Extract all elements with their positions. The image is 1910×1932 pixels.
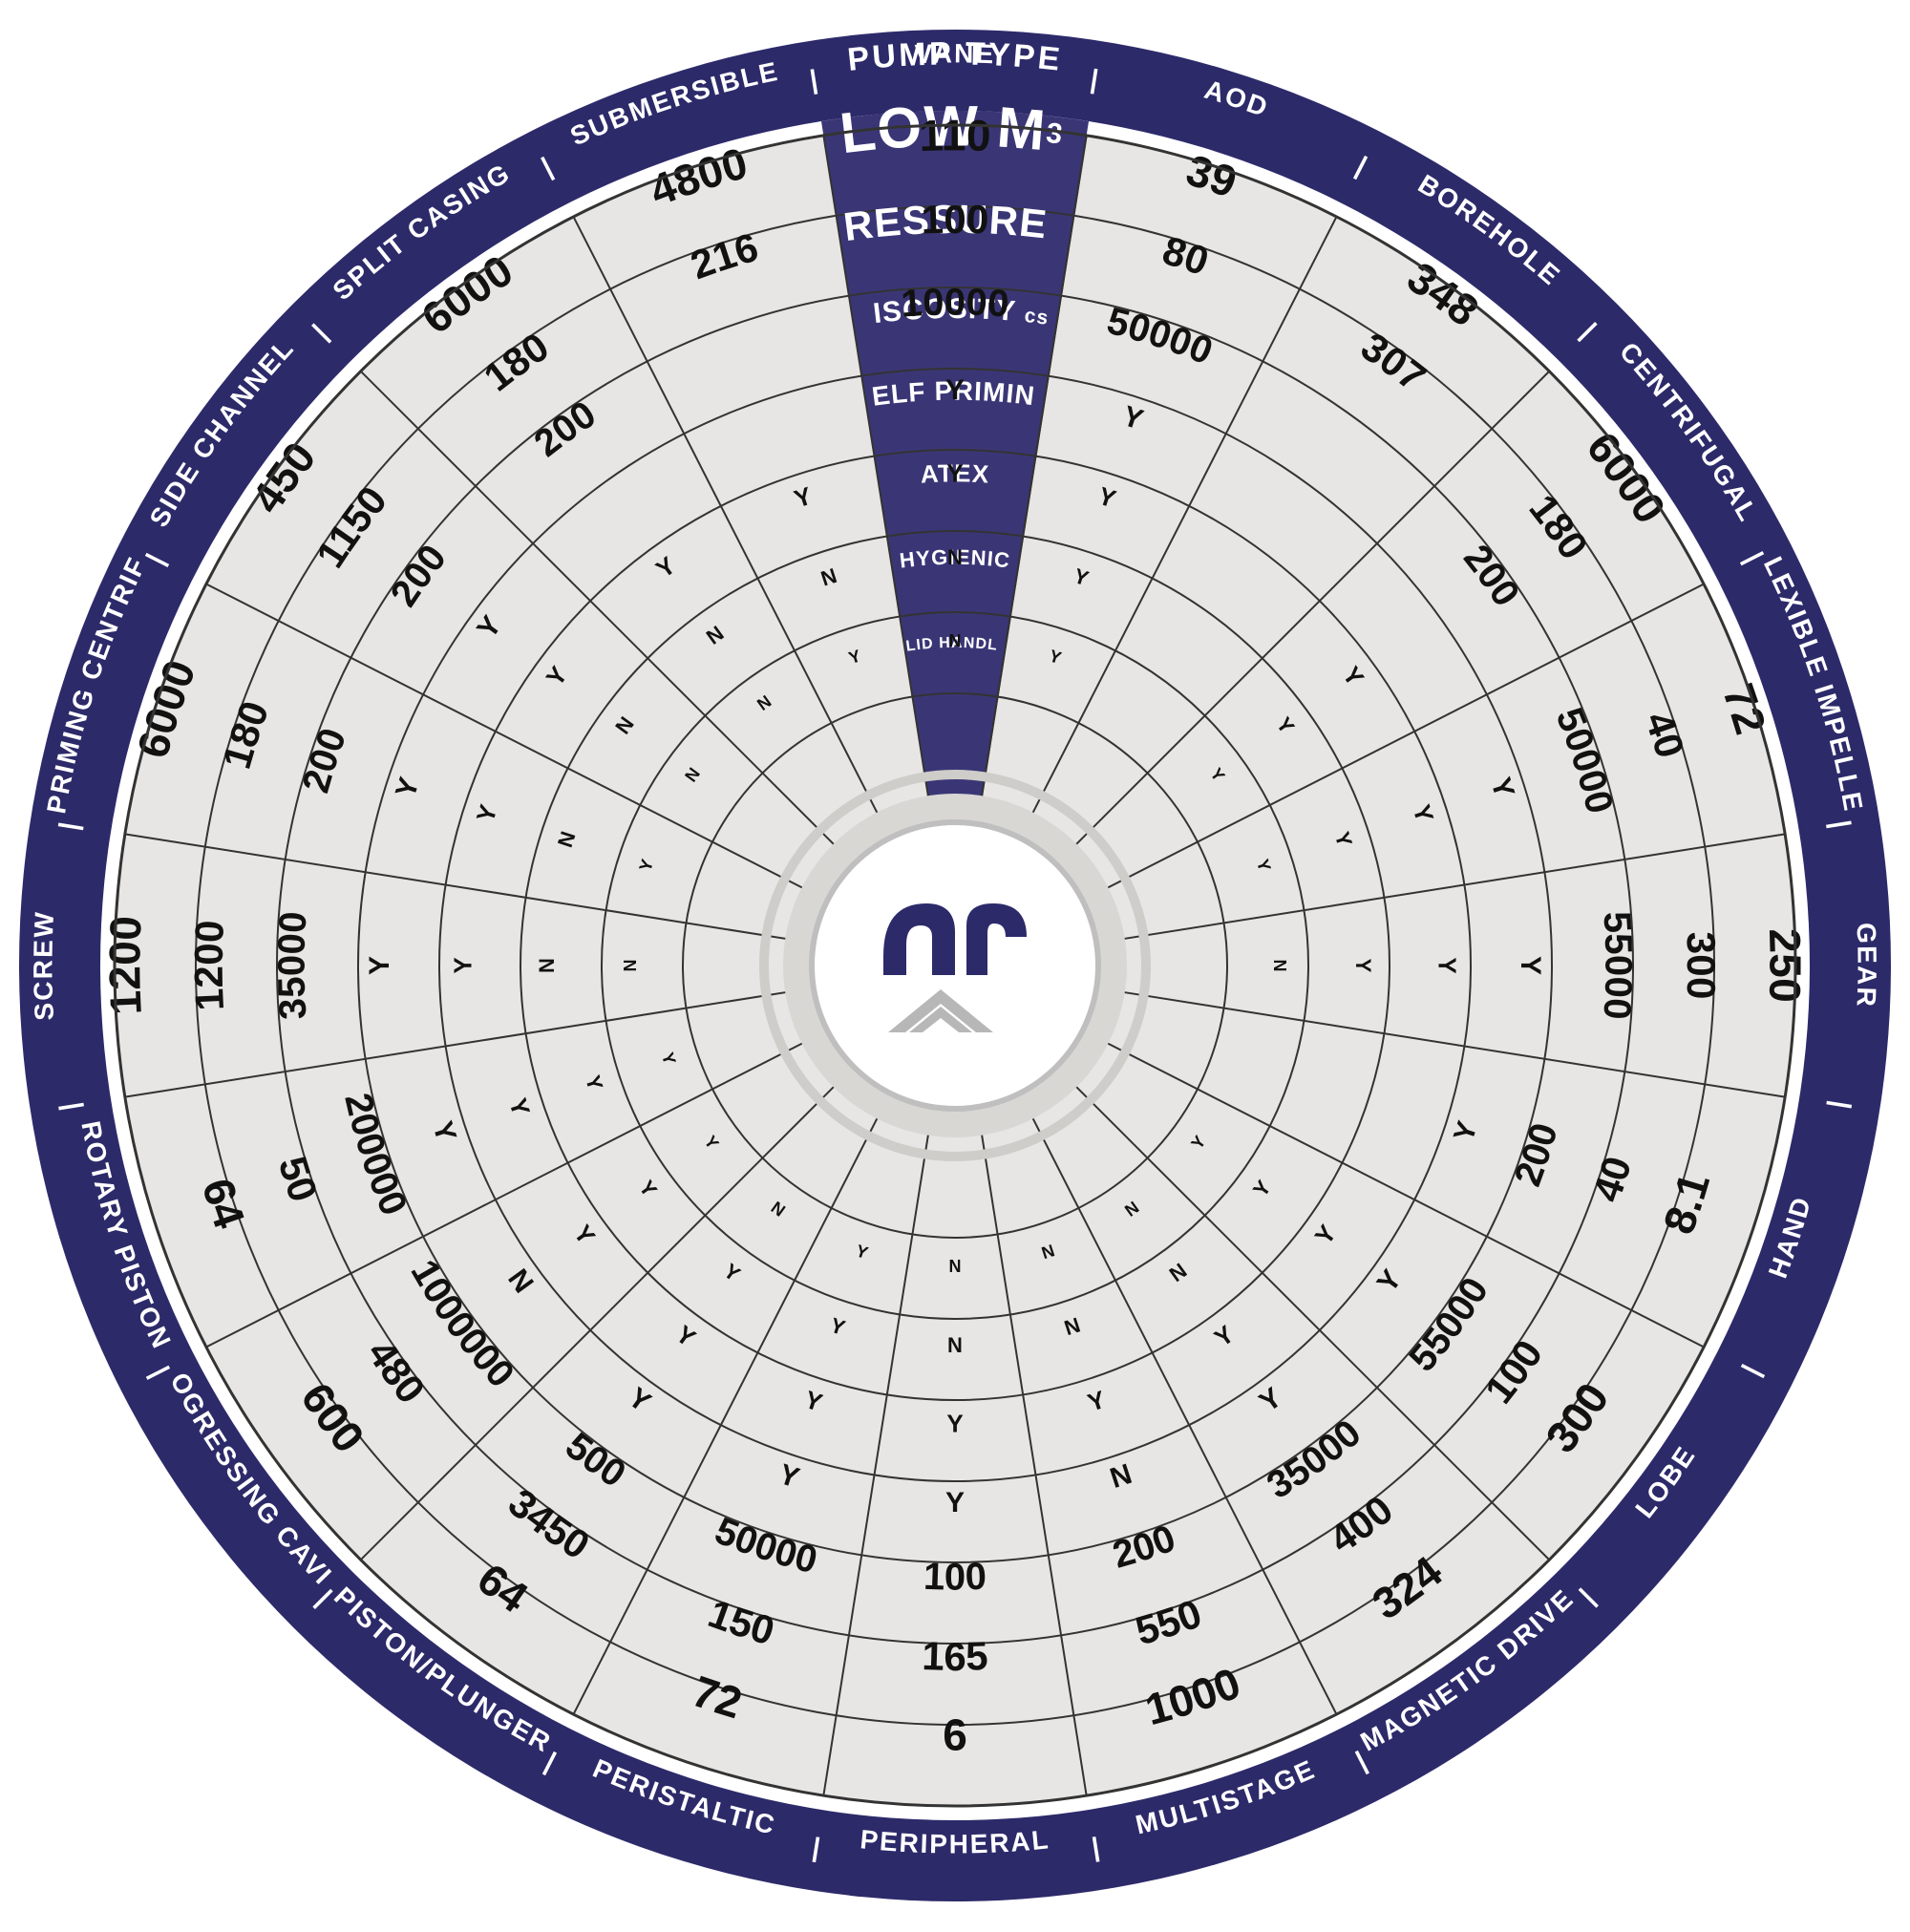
cell-peripheral-solid: N bbox=[948, 1257, 961, 1276]
cell-gear-solid: N bbox=[1270, 959, 1289, 971]
cell-screw-self_priming: Y bbox=[364, 956, 395, 975]
cell-gear-hygienic: Y bbox=[1351, 959, 1375, 973]
cell-gear-flow: 250 bbox=[1760, 927, 1811, 1003]
cell-vane-viscosity: 10000 bbox=[900, 282, 1010, 326]
ring-label-screw: SCREW bbox=[28, 910, 59, 1022]
cell-screw-viscosity: 35000 bbox=[271, 910, 315, 1021]
cell-gear-atex: Y bbox=[1433, 957, 1462, 973]
cell-peripheral-viscosity: 100 bbox=[923, 1556, 987, 1599]
cell-vane-self_priming: Y bbox=[945, 374, 965, 406]
cell-screw-solid: N bbox=[621, 959, 640, 971]
cell-screw-hygienic: N bbox=[535, 958, 559, 973]
cell-vane-solid: N bbox=[948, 631, 961, 650]
cell-peripheral-pressure: 165 bbox=[922, 1633, 989, 1679]
cell-vane-atex: Y bbox=[946, 458, 963, 487]
cell-vane-hygienic: N bbox=[947, 545, 963, 569]
cell-vane-pressure: 100 bbox=[921, 197, 989, 243]
pump-type-wheel: PUMP TYPEAOD|BOREHOLE|CENTRIFUGAL|FLEXIB… bbox=[0, 11, 1910, 1921]
ring-label-vane: VANE bbox=[914, 38, 995, 69]
cell-peripheral-flow: 6 bbox=[943, 1709, 967, 1759]
ring-label-peripheral: PERIPHERAL bbox=[859, 1824, 1050, 1858]
cell-peripheral-self_priming: Y bbox=[945, 1487, 965, 1518]
cell-vane-flow: 110 bbox=[919, 110, 992, 160]
cell-gear-pressure: 300 bbox=[1678, 931, 1724, 1000]
cell-peripheral-hygienic: N bbox=[947, 1333, 963, 1357]
cell-screw-atex: Y bbox=[448, 957, 477, 973]
cell-peripheral-atex: Y bbox=[946, 1409, 963, 1437]
cell-gear-self_priming: Y bbox=[1515, 956, 1546, 975]
cell-gear-viscosity: 55000 bbox=[1595, 910, 1639, 1021]
